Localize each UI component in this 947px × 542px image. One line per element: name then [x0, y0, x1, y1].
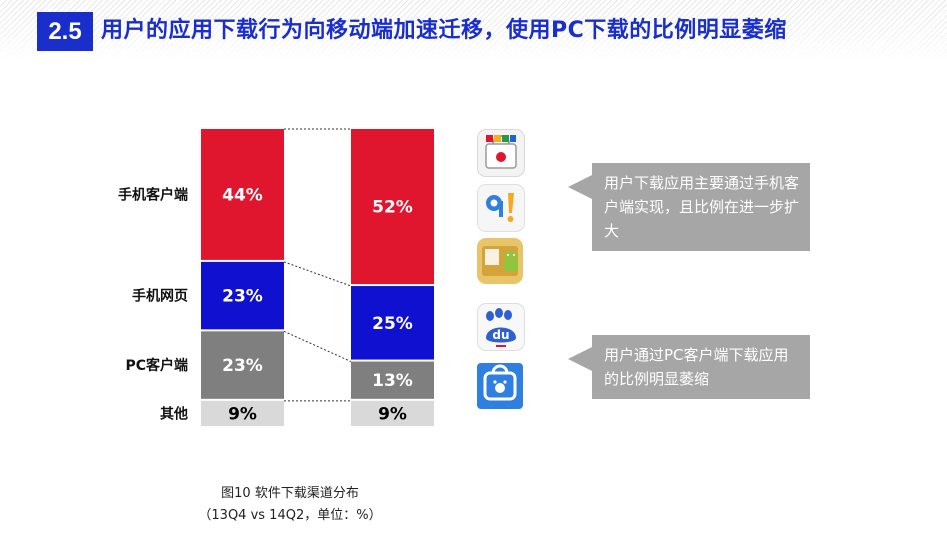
bar-14Q2-1	[351, 286, 434, 360]
data-label-13Q4-2: 23%	[222, 356, 263, 376]
bar-14Q2-0	[351, 129, 434, 285]
bar-14Q2-3	[351, 400, 434, 426]
data-label-13Q4-3: 9%	[228, 404, 257, 424]
callout-mobile-client: 用户下载应用主要通过手机客户端实现，且比例在进一步扩大	[568, 163, 810, 251]
legend-label-3: 其他	[160, 405, 188, 422]
chart-caption: 图10 软件下载渠道分布	[221, 486, 359, 501]
bar-13Q4-1	[201, 261, 284, 330]
bar-14Q2-2	[351, 361, 434, 399]
chart-subcaption: （13Q4 vs 14Q2，单位：%）	[198, 508, 382, 523]
baidu-pc-assistant-icon	[477, 363, 523, 409]
callout-pc-client: 用户通过PC客户端下载应用的比例明显萎缩	[568, 335, 810, 399]
data-label-13Q4-1: 23%	[222, 287, 263, 307]
android-market-icon	[477, 238, 523, 284]
legend-label-0: 手机客户端	[118, 186, 188, 203]
data-label-14Q2-0: 52%	[372, 198, 413, 218]
data-label-13Q4-0: 44%	[222, 185, 263, 205]
header-stripe	[0, 0, 947, 62]
page-title: 用户的应用下载行为向移动端加速迁移，使用PC下载的比例明显萎缩	[101, 18, 787, 43]
section-number: 2.5	[37, 12, 93, 51]
data-label-14Q2-1: 25%	[372, 314, 413, 334]
data-label-14Q2-3: 9%	[378, 404, 407, 424]
svg-text:du: du	[492, 328, 509, 342]
bar-13Q4-0	[201, 129, 284, 260]
connector-line-2	[283, 330, 352, 363]
baidu-mobile-assistant-icon: du	[477, 303, 525, 351]
legend-label-2: PC客户端	[125, 357, 188, 374]
baidu-app-store-icon	[477, 129, 525, 177]
connector-line-1	[283, 261, 352, 287]
bar-13Q4-2	[201, 331, 284, 399]
data-label-14Q2-2: 13%	[372, 371, 413, 391]
bar-13Q4-3	[201, 400, 284, 426]
legend-label-1: 手机网页	[132, 288, 188, 305]
pp-assistant-icon	[477, 184, 525, 232]
